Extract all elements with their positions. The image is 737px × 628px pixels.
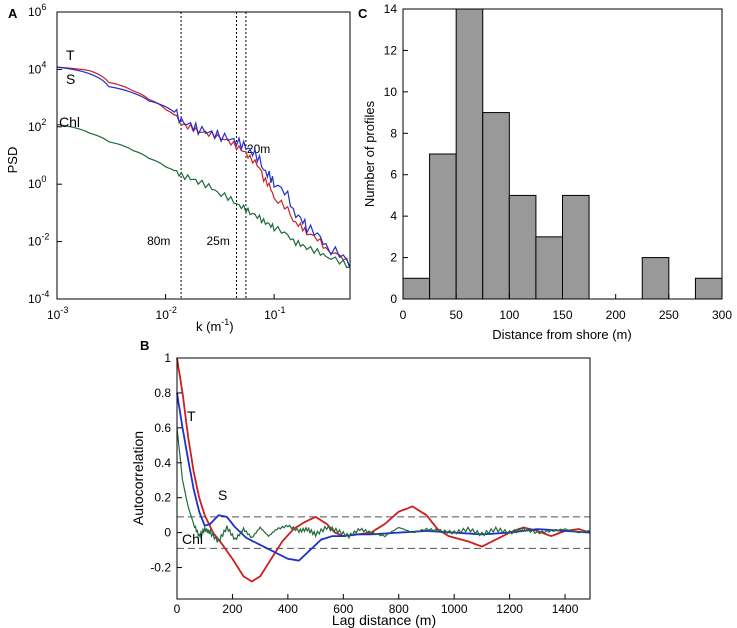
panel-b-ytick-label: 0 [164,526,171,540]
panel-c-xtick-label: 50 [449,308,463,322]
panel-a-xtick-label: 10-1 [264,305,285,322]
panel-c-bar [508,194,537,300]
panel-c-bar [694,277,723,300]
panel-a-ytick-label: 102 [28,117,46,134]
panel-a-series-Chl [56,123,351,269]
panel-b-S-label: S [218,487,227,503]
panel-b-xtick-label: 1400 [552,602,579,616]
panel-b-xtick-label: 0 [174,602,181,616]
panel-c-bar [535,236,564,300]
panel-b-ylabel: Autocorrelation [130,431,146,525]
panel-a-S-label: S [66,71,75,87]
panel-b-T-label: T [187,408,196,424]
panel-c-ytick-label: 14 [384,2,398,16]
panel-a-xtick-label: 10-2 [156,305,177,322]
panel-c-xtick-label: 200 [606,308,626,322]
panel-c-ytick-label: 0 [390,292,397,306]
panel-c-label: C [358,6,368,21]
panel-a-ylabel: PSD [5,147,20,174]
panel-b-ytick-label: 0.6 [154,421,171,435]
panel-c-bar [641,257,670,300]
panel-c-ytick-label: 10 [384,85,398,99]
panel-c-xtick-label: 150 [552,308,572,322]
panel-c-xtick-label: 300 [712,308,732,322]
panel-a-ytick-label: 10-2 [28,232,49,249]
panel-c-xtick-label: 100 [499,308,519,322]
panel-c-ytick-label: 12 [384,43,398,57]
panel-c-xlabel: Distance from shore (m) [492,327,631,342]
panel-b-Chl-label: Chl [182,531,203,547]
panel-a-series-T [56,66,351,269]
panel-a-xlabel: k (m-1) [196,317,234,334]
panel-a-ytick-label: 10-4 [28,289,49,306]
panel-a-vline-label: 25m [206,234,229,248]
panel-a-ytick-label: 106 [28,2,46,19]
panel-b-xtick-label: 600 [333,602,353,616]
panel-c-ylabel: Number of profiles [362,100,377,207]
panel-a-ytick-label: 100 [28,174,46,191]
panel-c-bar [562,194,590,300]
panel-b-xtick-label: 1000 [441,602,468,616]
panel-b-xlabel: Lag distance (m) [332,612,436,628]
panel-a-Chl-label: Chl [59,114,80,130]
panel-c-bar [402,277,431,300]
panel-b-xtick-label: 800 [389,602,409,616]
panel-b-series-S [176,392,591,562]
panel-a: A 80m 25m 20m 10-3 10-2 10-1 10-4 10-2 100 102 1… [5,2,351,334]
panel-a-label: A [8,6,18,21]
panel-a-vline-label: 20m [247,142,270,156]
panel-c-ytick-label: 4 [390,209,397,223]
panel-a-ytick-label: 104 [28,59,46,76]
panel-b-ytick-label: 0.8 [154,386,171,400]
panel-b-xtick-label: 1200 [496,602,523,616]
panel-c-xtick-label: 0 [400,308,407,322]
panel-c: C 0 50 100 150 200 250 300 0 2 4 6 8 10 12 14 Distanc… [358,2,732,342]
panel-c-bar [429,153,457,300]
panel-c-bar [455,8,484,300]
panel-b-label: B [140,338,149,353]
panel-a-axes-frame [56,11,351,300]
panel-b-axes-frame [176,357,591,600]
panel-a-vline-label: 80m [147,234,170,248]
panel-a-series-S [56,66,351,269]
panel-b-xtick-label: 400 [278,602,298,616]
panel-a-T-label: T [66,47,75,63]
panel-c-ytick-label: 8 [390,126,397,140]
panel-c-ytick-label: 2 [390,251,397,265]
panel-b-ytick-label: 0.2 [154,491,171,505]
panel-b-ytick-label: 1 [164,351,171,365]
panel-b-ytick-label: 0.4 [154,456,171,470]
panel-c-xtick-label: 250 [659,308,679,322]
panel-b-series-Chl [176,427,591,544]
panel-a-xtick-label: 10-3 [47,305,68,322]
panel-b: B 0 200 400 600 800 1000 1200 1400 -0.2 0 0.2 0.4 0… [130,338,591,628]
panel-b-xtick-label: 200 [222,602,242,616]
panel-b-ytick-label: -0.2 [150,561,171,575]
panel-c-bar [482,112,510,300]
panel-c-ytick-label: 6 [390,168,397,182]
